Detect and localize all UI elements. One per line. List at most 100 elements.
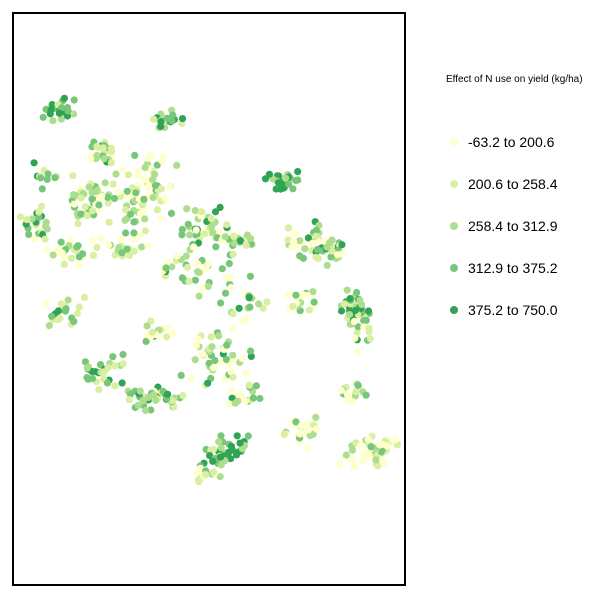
map-point [294, 168, 302, 176]
map-point [312, 232, 320, 240]
map-point [261, 175, 270, 183]
map-point [225, 260, 233, 268]
map-point [191, 356, 199, 364]
map-point [366, 335, 374, 343]
map-point [215, 332, 223, 340]
legend-label-class-5: 375.2 to 750.0 [468, 302, 558, 318]
map-point [141, 163, 149, 172]
map-point [340, 300, 349, 308]
map-point [196, 464, 204, 472]
map-point [380, 459, 388, 467]
map-point [292, 291, 300, 299]
map-point [342, 451, 350, 459]
legend-item-class-1: -63.2 to 200.6 [446, 132, 554, 152]
map-point [130, 247, 138, 255]
map-point [41, 235, 49, 243]
map-point [207, 215, 215, 223]
map-point [304, 291, 312, 299]
map-point [163, 258, 171, 266]
map-point [100, 155, 108, 163]
map-point [313, 245, 321, 254]
map-point [374, 462, 382, 470]
map-point [62, 305, 70, 313]
map-point [144, 241, 152, 249]
map-point [58, 104, 66, 112]
map-point [263, 298, 271, 306]
map-point [83, 364, 91, 372]
map-point [217, 432, 225, 440]
map-point [48, 312, 56, 320]
map-point [285, 180, 293, 188]
map-point [242, 397, 250, 405]
map-point [185, 277, 193, 285]
map-point [328, 247, 336, 255]
map-point [255, 300, 263, 308]
map-point [88, 195, 96, 203]
map-point [41, 222, 50, 230]
map-point [173, 161, 181, 169]
map-point [304, 234, 312, 242]
map-point [235, 391, 243, 399]
map-point [49, 117, 57, 125]
map-point [221, 375, 229, 383]
map-point [256, 394, 264, 403]
map-point [167, 209, 176, 217]
map-point [350, 317, 358, 326]
map-point [245, 381, 253, 389]
map-point [288, 244, 296, 252]
map-point [282, 174, 290, 182]
legend-label-class-2: 200.6 to 258.4 [468, 176, 558, 192]
map-point [123, 245, 131, 253]
map-point [217, 444, 225, 452]
map-point [201, 471, 210, 479]
map-point [247, 352, 255, 360]
map-point [141, 227, 149, 235]
map-point [305, 306, 313, 314]
map-point [289, 302, 297, 310]
map-point [55, 109, 64, 117]
map-point [105, 218, 113, 226]
map-point [229, 373, 237, 381]
map-point [208, 222, 216, 230]
map-point [45, 322, 53, 330]
map-point [198, 284, 206, 292]
map-point [246, 347, 255, 355]
map-point [153, 161, 161, 169]
map-point [80, 293, 89, 301]
map-point [303, 444, 311, 452]
map-point [243, 231, 252, 239]
map-point [235, 304, 243, 312]
map-point [229, 325, 237, 333]
map-point [194, 260, 202, 268]
map-point [25, 230, 33, 238]
map-point [343, 390, 351, 398]
map-point [162, 264, 170, 272]
map-point [221, 233, 229, 241]
map-point [77, 194, 85, 202]
map-point [333, 251, 341, 259]
legend-swatch-class-3 [450, 222, 458, 230]
map-point [246, 303, 254, 311]
map-point [51, 174, 59, 182]
map-point [28, 215, 36, 223]
map-point [391, 436, 399, 444]
map-point [338, 241, 346, 249]
map-point [212, 243, 220, 251]
map-point [60, 260, 68, 268]
map-point [222, 355, 231, 364]
map-point [152, 396, 160, 404]
map-point [179, 392, 187, 400]
legend-label-class-1: -63.2 to 200.6 [468, 134, 555, 150]
map-point [43, 175, 51, 183]
map-point [207, 333, 215, 341]
map-point [23, 216, 31, 224]
map-point [296, 430, 304, 438]
map-point [217, 461, 225, 469]
map-point [187, 374, 195, 383]
map-point [49, 251, 57, 259]
map-point [168, 329, 176, 338]
map-point [349, 455, 357, 463]
map-point [209, 457, 217, 465]
map-point [97, 234, 105, 243]
map-point [194, 335, 202, 343]
